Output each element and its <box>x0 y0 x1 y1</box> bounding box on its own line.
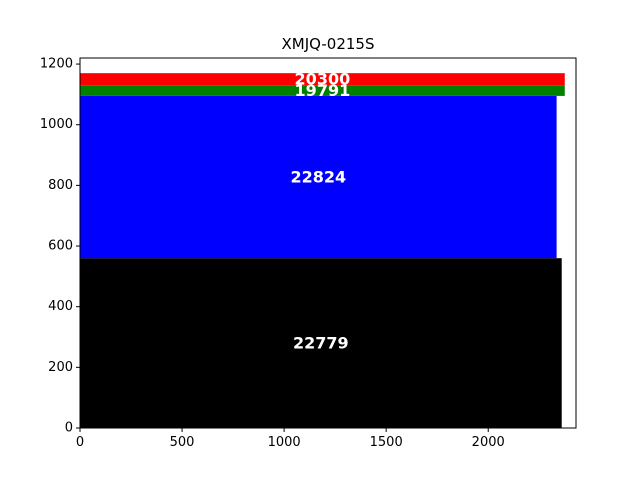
x-tick-label-1: 500 <box>170 435 195 450</box>
plot-frame <box>79 57 577 429</box>
bar-3 <box>80 73 565 86</box>
bar-label-2: 19791 <box>295 81 351 100</box>
y-tick-label-6: 1200 <box>40 57 73 72</box>
x-axis: 0 500 1000 1500 2000 <box>76 428 505 450</box>
y-tick-label-3: 600 <box>48 239 73 254</box>
bar-2 <box>80 85 565 96</box>
y-tick-label-4: 800 <box>48 178 73 193</box>
y-tick-label-1: 200 <box>48 360 73 375</box>
x-tick-label-4: 2000 <box>472 435 505 450</box>
x-tick-label-0: 0 <box>76 435 84 450</box>
chart-title: XMJQ-0215S <box>282 35 375 53</box>
y-axis: 0 200 400 600 800 1000 1200 <box>40 57 80 436</box>
bar-0 <box>80 258 562 428</box>
x-tick-label-2: 1000 <box>268 435 301 450</box>
x-tick-label-3: 1500 <box>370 435 403 450</box>
bars-layer <box>80 73 565 428</box>
bar-1 <box>80 95 557 259</box>
y-tick-label-2: 400 <box>48 299 73 314</box>
y-tick-label-5: 1000 <box>40 117 73 132</box>
bar-label-1: 22824 <box>290 168 346 187</box>
y-tick-label-0: 0 <box>65 421 73 436</box>
bar-label-0: 22779 <box>293 334 349 353</box>
bar-label-3: 20300 <box>295 70 351 89</box>
